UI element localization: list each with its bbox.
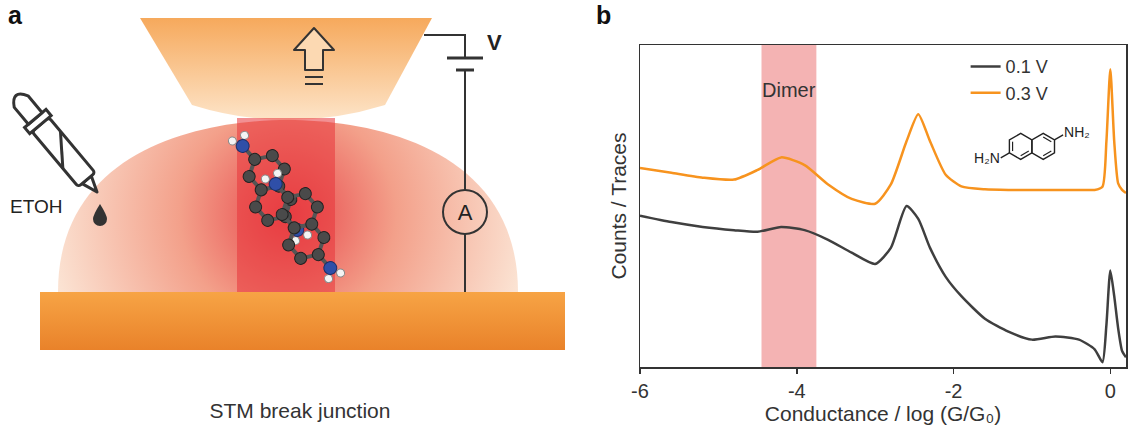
- svg-text:b: b: [596, 1, 611, 29]
- svg-text:Conductance / log (G/G₀): Conductance / log (G/G₀): [765, 402, 1001, 425]
- svg-text:A: A: [458, 200, 473, 225]
- svg-text:-6: -6: [631, 380, 649, 402]
- svg-text:0.3 V: 0.3 V: [1006, 84, 1048, 104]
- svg-text:V: V: [487, 30, 502, 55]
- svg-text:ETOH: ETOH: [10, 196, 62, 217]
- svg-text:H₂N: H₂N: [974, 150, 1000, 166]
- svg-text:-2: -2: [945, 380, 963, 402]
- svg-text:a: a: [8, 1, 23, 29]
- svg-text:Dimer: Dimer: [762, 79, 816, 101]
- svg-text:STM break junction: STM break junction: [210, 399, 391, 422]
- svg-text:-4: -4: [788, 380, 806, 402]
- svg-text:0: 0: [1105, 380, 1116, 402]
- svg-text:Counts / Traces: Counts / Traces: [607, 132, 630, 279]
- svg-text:NH₂: NH₂: [1064, 124, 1090, 140]
- svg-text:0.1 V: 0.1 V: [1006, 57, 1048, 77]
